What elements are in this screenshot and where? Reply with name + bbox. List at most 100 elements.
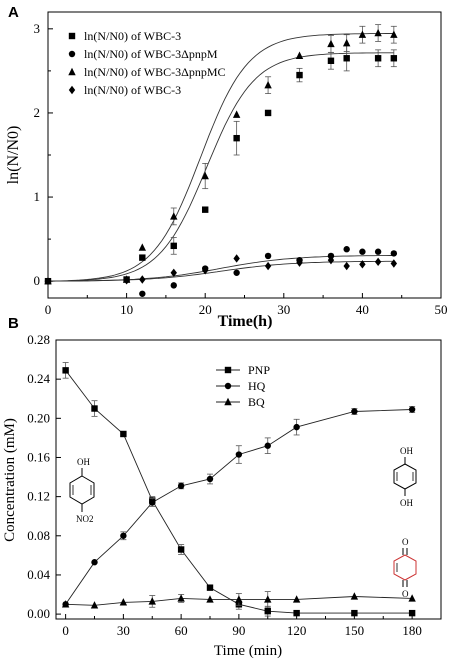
panel-b-legend-label: PNP xyxy=(248,363,270,377)
panel-a-point-triangle xyxy=(264,80,272,89)
panel-b-y-tick-label: 0.20 xyxy=(27,410,50,425)
panel-a-legend-label: ln(N/N0) of WBC-3ΔpnpMC xyxy=(84,65,226,79)
panel-b-point-circle xyxy=(408,406,416,413)
panel-b-x-tick-label: 0 xyxy=(62,623,69,638)
panel-a-x-tick-label: 0 xyxy=(45,302,52,317)
panel-b-series-line xyxy=(65,370,413,614)
panel-a-point-square xyxy=(233,134,240,142)
panel-b-legend-label: BQ xyxy=(248,395,265,409)
panel-a-x-tick-label: 20 xyxy=(199,302,212,317)
panel-b-x-tick-label: 120 xyxy=(287,623,307,638)
panel-a-fit-curve xyxy=(48,260,394,282)
panel-b-legend-marker-square xyxy=(224,366,232,374)
panel-b-point-circle xyxy=(264,442,271,449)
panel-b-x-tick-label: 90 xyxy=(232,623,245,638)
panel-b-point-triangle xyxy=(408,594,416,602)
panel-b-y-tick-label: 0.24 xyxy=(27,371,50,386)
structure-4-nitrophenol-top-label: OH xyxy=(77,457,90,467)
panel-a-point-circle xyxy=(233,269,240,276)
panel-a-x-axis-title: Time(h) xyxy=(218,313,273,330)
panel-b-y-tick-label: 0.08 xyxy=(27,528,50,543)
panel-b-point-square xyxy=(120,430,127,438)
structure-hydroquinone-bottom-label: OH xyxy=(400,498,413,508)
panel-a-point-circle xyxy=(327,252,335,260)
panel-b-point-circle xyxy=(206,475,214,483)
panel-a-point-triangle xyxy=(390,30,398,38)
panel-a-fit-curve xyxy=(48,255,394,282)
panel-a-point-diamond xyxy=(296,258,303,267)
structure-hydroquinone-top-label: OH xyxy=(400,446,413,456)
panel-b-point-triangle xyxy=(235,595,243,603)
panel-b-point-square xyxy=(177,546,185,553)
panel-b-point-square xyxy=(351,609,358,617)
panel-a-point-diamond xyxy=(374,257,382,267)
panel-b-point-circle xyxy=(91,559,98,566)
panel-a-point-circle xyxy=(390,250,398,257)
panel-a-point-triangle xyxy=(358,30,367,38)
panel-b-x-axis-title: Time (min) xyxy=(214,643,282,659)
panel-b-legend: PNP HQ BQ xyxy=(216,363,270,409)
panel-a-legend-label: ln(N/N0) of WBC-3ΔpnpM xyxy=(84,47,218,61)
panel-b-y-tick-label: 0.04 xyxy=(27,567,50,582)
panel-b-series-lines xyxy=(65,370,413,614)
panel-b-y-axis: 0.00 0.04 0.08 0.12 0.16 0.20 0.24 0.28 xyxy=(27,332,61,621)
panel-a-y-tick-label: 1 xyxy=(34,189,41,204)
panel-b-point-square xyxy=(91,405,98,412)
panel-b-point-triangle xyxy=(264,595,272,603)
panel-a-point-diamond xyxy=(327,255,335,265)
panel-b-x-axis: 0 30 60 90 120 150 180 xyxy=(62,614,422,638)
panel-a-point-diamond xyxy=(390,259,398,268)
panel-a-point-diamond xyxy=(202,266,209,275)
panel-a-y-axis-title: ln(N/N0) xyxy=(5,126,22,185)
panel-b-x-tick-label: 180 xyxy=(402,623,422,638)
panel-b-point-triangle xyxy=(148,597,156,605)
panel-a-point-square xyxy=(390,55,398,62)
panel-b-plot-frame xyxy=(55,339,442,620)
panel-b-data-points xyxy=(61,362,416,617)
structure-benzoquinone: O O xyxy=(393,537,417,599)
panel-a-point-circle xyxy=(264,252,272,260)
panel-b-y-tick-label: 0.28 xyxy=(27,332,50,347)
panel-a-fit-curve xyxy=(47,52,394,282)
panel-b-letter: B xyxy=(8,315,19,332)
panel-a-legend-label: ln(N/N0) of WBC-3 xyxy=(84,83,181,97)
panel-a-point-square xyxy=(170,242,177,250)
panel-b-point-triangle xyxy=(206,595,214,603)
structure-benzoquinone-bottom-label: O xyxy=(402,589,409,599)
panel-a-point-triangle xyxy=(138,243,147,251)
structure-hydroquinone: OH OH xyxy=(393,446,417,508)
structure-4-nitrophenol: OH NO2 xyxy=(69,457,95,524)
panel-b-x-tick-label: 60 xyxy=(175,623,188,638)
panel-a-point-triangle xyxy=(374,28,382,37)
panel-a-point-circle xyxy=(170,282,177,289)
panel-a-point-triangle xyxy=(170,212,178,220)
panel-a-point-diamond xyxy=(264,261,272,271)
panel-a-y-axis: 0 1 2 3 xyxy=(34,21,53,288)
panel-b-y-tick-label: 0.12 xyxy=(27,489,50,504)
panel-a-point-diamond xyxy=(170,268,177,277)
panel-a-point-square xyxy=(327,57,335,64)
panel-a-legend-marker-diamond xyxy=(68,85,76,95)
panel-a-legend-marker-circle xyxy=(68,50,76,58)
panel-b-legend-marker-circle xyxy=(224,382,232,390)
structure-benzoquinone-top-label: O xyxy=(402,537,409,547)
panel-b-point-circle xyxy=(149,499,156,506)
panel-a-point-diamond xyxy=(123,276,130,285)
panel-b-legend-label: HQ xyxy=(248,379,266,393)
panel-a-point-square xyxy=(296,71,303,79)
panel-a-x-axis: 0 10 20 30 40 50 xyxy=(45,293,448,317)
panel-b-point-circle xyxy=(177,482,185,490)
panel-a-chart: 0 10 20 30 40 50 0 1 2 3 Time(h) ln(N/N0) ln(N/N… xyxy=(5,11,448,330)
panel-b-x-tick-label: 30 xyxy=(117,623,130,638)
panel-a-point-triangle xyxy=(295,51,304,59)
panel-b-point-circle xyxy=(293,423,300,431)
panel-a-point-square xyxy=(374,55,382,62)
panel-a-point-triangle xyxy=(342,38,351,47)
panel-a-data-points xyxy=(44,24,398,297)
panel-a-x-tick-label: 10 xyxy=(120,302,133,317)
panel-b-point-square xyxy=(408,609,416,617)
panel-b-point-triangle xyxy=(177,594,185,602)
panel-b-point-circle xyxy=(235,451,243,458)
panel-a-point-circle xyxy=(359,248,366,255)
